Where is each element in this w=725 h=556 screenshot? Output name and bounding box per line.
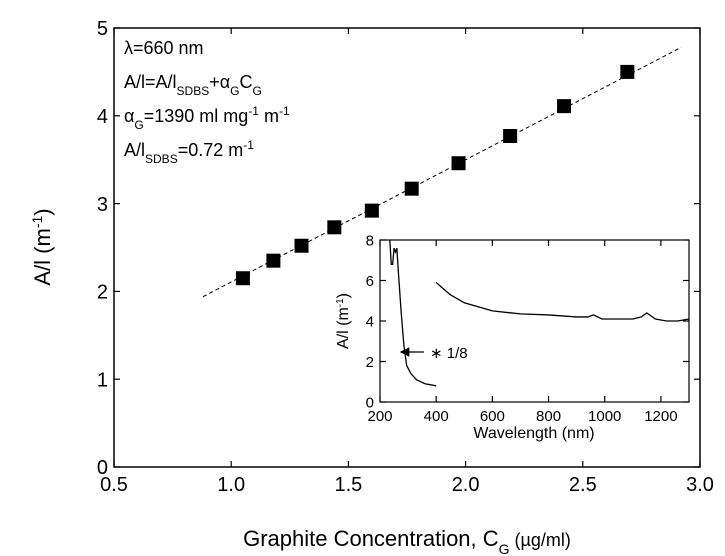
inset-annotation: ∗ 1/8 — [430, 345, 468, 362]
annotation-part: α — [124, 106, 134, 126]
data-point — [557, 99, 572, 114]
x-tick-label: 1000 — [588, 408, 621, 425]
x-tick-label: 3.0 — [686, 474, 714, 496]
inset-frame — [379, 239, 690, 403]
data-point — [404, 181, 419, 196]
annotation-part: =0.72 m — [178, 140, 244, 160]
x-axis-label-part: (µg/ml) — [510, 530, 571, 550]
x-tick-label: 0.5 — [100, 474, 128, 496]
y-tick-label: 8 — [366, 232, 374, 249]
y-tick-label: 1 — [97, 369, 108, 391]
y-tick-label: 2 — [366, 354, 374, 371]
data-point — [266, 253, 281, 268]
y-tick-label: 3 — [97, 194, 108, 216]
x-tick-label: 600 — [480, 408, 505, 425]
annotation-part: SDBS — [145, 152, 178, 166]
y-axis-label-part: -1 — [29, 216, 45, 229]
annotation: A/l=A/lSDBS+αGCG — [124, 72, 262, 98]
data-point — [620, 64, 635, 79]
data-point — [451, 156, 466, 171]
y-axis-label-part: A/l (m — [30, 228, 55, 285]
y-axis-label: A/l (m-1) — [29, 208, 55, 285]
annotation-part: +α — [209, 72, 230, 92]
x-axis-label-part: G — [499, 541, 510, 556]
fit-line — [202, 46, 682, 298]
annotation-part: SDBS — [177, 84, 210, 98]
annotation: λ=660 nm — [124, 38, 204, 58]
annotation-part: A/l=A/l — [124, 72, 177, 92]
x-tick-label: 1200 — [644, 408, 677, 425]
annotation-part: G — [252, 84, 261, 98]
annotation-part: -1 — [248, 104, 259, 118]
annotation-part: m — [259, 106, 279, 126]
inset-y-axis-label-part: A/l (m — [335, 307, 352, 349]
annotation-part: A/l — [124, 140, 145, 160]
x-tick-label: 1.0 — [217, 474, 245, 496]
x-tick-label: 800 — [536, 408, 561, 425]
spectrum-line — [435, 282, 689, 322]
x-tick-label: 2.0 — [452, 474, 480, 496]
annotation-part: -1 — [243, 138, 254, 152]
data-point — [235, 271, 250, 286]
y-tick-label: 4 — [366, 313, 374, 330]
inset-y-axis-label-part: ) — [335, 293, 352, 298]
annotation-part: G — [230, 84, 239, 98]
annotation: A/lSDBS=0.72 m-1 — [124, 138, 254, 166]
x-axis-label-part: Graphite Concentration, C — [243, 526, 499, 551]
y-tick-label: 0 — [366, 394, 374, 411]
x-tick-label: 200 — [367, 408, 392, 425]
inset-y-axis-label: A/l (m-1) — [335, 293, 353, 349]
annotation-part: =1390 ml mg — [144, 106, 249, 126]
y-tick-label: 4 — [97, 106, 108, 128]
annotation-part: C — [239, 72, 252, 92]
y-tick-label: 0 — [97, 457, 108, 479]
annotation-part: -1 — [279, 104, 290, 118]
data-point — [327, 220, 342, 235]
y-tick-label: 5 — [97, 18, 108, 40]
plot-frame — [113, 27, 701, 468]
x-tick-label: 2.5 — [569, 474, 597, 496]
inset-x-axis-label: Wavelength (nm) — [473, 425, 594, 442]
annotation-part: G — [134, 118, 143, 132]
data-point — [364, 203, 379, 218]
annotation-part: λ=660 nm — [124, 38, 204, 58]
x-axis-label: Graphite Concentration, CG (µg/ml) — [243, 526, 571, 556]
y-tick-label: 2 — [97, 282, 108, 304]
x-tick-label: 400 — [424, 408, 449, 425]
spectrum-line — [389, 240, 437, 387]
data-point — [294, 238, 309, 253]
y-axis-label-part: ) — [30, 208, 55, 215]
y-tick-label: 6 — [366, 273, 374, 290]
x-tick-label: 1.5 — [334, 474, 362, 496]
inset-x-axis-label-part: Wavelength (nm) — [473, 425, 594, 442]
inset-y-axis-label-part: -1 — [335, 298, 346, 307]
inset-plot: 200 400 600 800 1000 1200 0 2 4 6 8 Wavelength (nm)… — [335, 232, 689, 442]
annotation: αG=1390 ml mg-1 m-1 — [124, 104, 290, 132]
data-point — [503, 128, 518, 143]
